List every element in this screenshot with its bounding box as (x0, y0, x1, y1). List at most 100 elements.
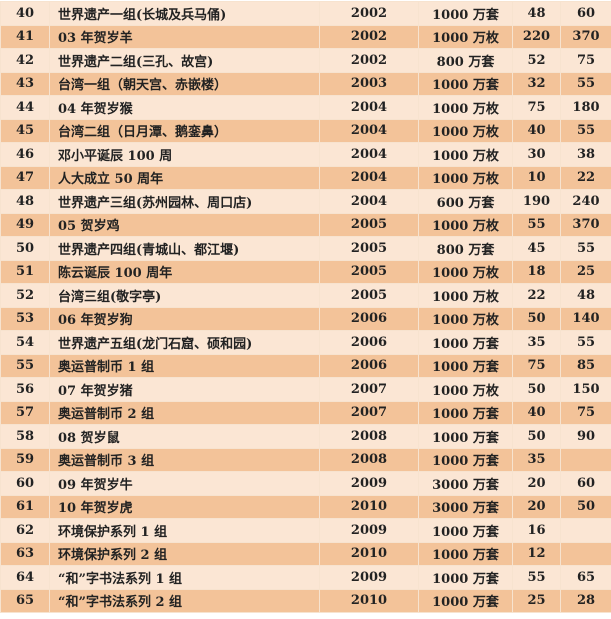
mintage-cell: 1000 万套 (419, 2, 513, 26)
coin-name-cell: 台湾二组（日月潭、鹅銮鼻） (50, 119, 320, 143)
coin-name-cell: “和”字书法系列 1 组 (50, 566, 320, 590)
price-2-cell: 22 (561, 166, 611, 190)
issue-year-cell: 2010 (320, 589, 419, 613)
row-number-cell: 41 (1, 25, 50, 49)
coin-name-cell: 奥运普制币 2 组 (50, 401, 320, 425)
row-number-cell: 54 (1, 331, 50, 355)
row-number-cell: 40 (1, 2, 50, 26)
mintage-cell: 1000 万套 (419, 448, 513, 472)
mintage-cell: 3000 万套 (419, 472, 513, 496)
issue-year-cell: 2004 (320, 143, 419, 167)
price-2-cell: 55 (561, 119, 611, 143)
mintage-cell: 1000 万套 (419, 566, 513, 590)
price-2-cell: 48 (561, 284, 611, 308)
coin-name-cell: 邓小平诞辰 100 周 (50, 143, 320, 167)
row-number-cell: 61 (1, 495, 50, 519)
row-number-cell: 60 (1, 472, 50, 496)
coin-name-cell: 10 年贺岁虎 (50, 495, 320, 519)
coin-name-cell: 世界遗产五组(龙门石窟、硕和园) (50, 331, 320, 355)
issue-year-cell: 2006 (320, 354, 419, 378)
price-2-cell: 65 (561, 566, 611, 590)
price-1-cell: 190 (513, 190, 561, 214)
price-1-cell: 30 (513, 143, 561, 167)
issue-year-cell: 2005 (320, 260, 419, 284)
row-number-cell: 43 (1, 72, 50, 96)
mintage-cell: 1000 万套 (419, 72, 513, 96)
coin-name-cell: 世界遗产一组(长城及兵马俑) (50, 2, 320, 26)
coin-name-cell: 陈云诞辰 100 周年 (50, 260, 320, 284)
issue-year-cell: 2008 (320, 425, 419, 449)
coin-name-cell: 08 贺岁鼠 (50, 425, 320, 449)
coin-name-cell: 世界遗产三组(苏州园林、周口店) (50, 190, 320, 214)
coin-name-cell: 04 年贺岁猴 (50, 96, 320, 120)
issue-year-cell: 2010 (320, 495, 419, 519)
price-2-cell (561, 542, 611, 566)
mintage-cell: 1000 万套 (419, 519, 513, 543)
price-1-cell: 22 (513, 284, 561, 308)
price-2-cell: 140 (561, 307, 611, 331)
issue-year-cell: 2004 (320, 119, 419, 143)
price-1-cell: 40 (513, 401, 561, 425)
row-number-cell: 55 (1, 354, 50, 378)
price-2-cell: 85 (561, 354, 611, 378)
row-number-cell: 63 (1, 542, 50, 566)
price-1-cell: 40 (513, 119, 561, 143)
row-number-cell: 48 (1, 190, 50, 214)
mintage-cell: 1000 万套 (419, 331, 513, 355)
issue-year-cell: 2008 (320, 448, 419, 472)
row-number-cell: 44 (1, 96, 50, 120)
coin-name-cell: 奥运普制币 3 组 (50, 448, 320, 472)
mintage-cell: 1000 万枚 (419, 378, 513, 402)
coin-name-cell: 世界遗产四组(青城山、都江堰) (50, 237, 320, 261)
price-1-cell: 55 (513, 566, 561, 590)
row-number-cell: 46 (1, 143, 50, 167)
coin-name-cell: 06 年贺岁狗 (50, 307, 320, 331)
issue-year-cell: 2002 (320, 2, 419, 26)
mintage-cell: 1000 万枚 (419, 284, 513, 308)
row-number-cell: 50 (1, 237, 50, 261)
coin-name-cell: 03 年贺岁羊 (50, 25, 320, 49)
price-2-cell: 28 (561, 589, 611, 613)
price-2-cell (561, 519, 611, 543)
price-1-cell: 32 (513, 72, 561, 96)
row-number-cell: 49 (1, 213, 50, 237)
price-1-cell: 50 (513, 307, 561, 331)
issue-year-cell: 2006 (320, 331, 419, 355)
issue-year-cell: 2003 (320, 72, 419, 96)
mintage-cell: 600 万套 (419, 190, 513, 214)
price-1-cell: 16 (513, 519, 561, 543)
coin-name-cell: 人大成立 50 周年 (50, 166, 320, 190)
mintage-cell: 1000 万套 (419, 401, 513, 425)
price-2-cell (561, 448, 611, 472)
price-2-cell: 180 (561, 96, 611, 120)
price-2-cell: 55 (561, 72, 611, 96)
price-1-cell: 50 (513, 378, 561, 402)
price-1-cell: 48 (513, 2, 561, 26)
coin-name-cell: “和”字书法系列 2 组 (50, 589, 320, 613)
issue-year-cell: 2007 (320, 401, 419, 425)
price-2-cell: 60 (561, 472, 611, 496)
coin-name-cell: 世界遗产二组(三孔、故宫) (50, 49, 320, 73)
row-number-cell: 53 (1, 307, 50, 331)
row-number-cell: 64 (1, 566, 50, 590)
mintage-cell: 1000 万套 (419, 589, 513, 613)
mintage-cell: 800 万套 (419, 237, 513, 261)
price-1-cell: 20 (513, 472, 561, 496)
coin-name-cell: 环境保护系列 2 组 (50, 542, 320, 566)
row-number-cell: 51 (1, 260, 50, 284)
row-number-cell: 45 (1, 119, 50, 143)
price-1-cell: 52 (513, 49, 561, 73)
coin-name-cell: 环境保护系列 1 组 (50, 519, 320, 543)
issue-year-cell: 2002 (320, 49, 419, 73)
price-2-cell: 240 (561, 190, 611, 214)
